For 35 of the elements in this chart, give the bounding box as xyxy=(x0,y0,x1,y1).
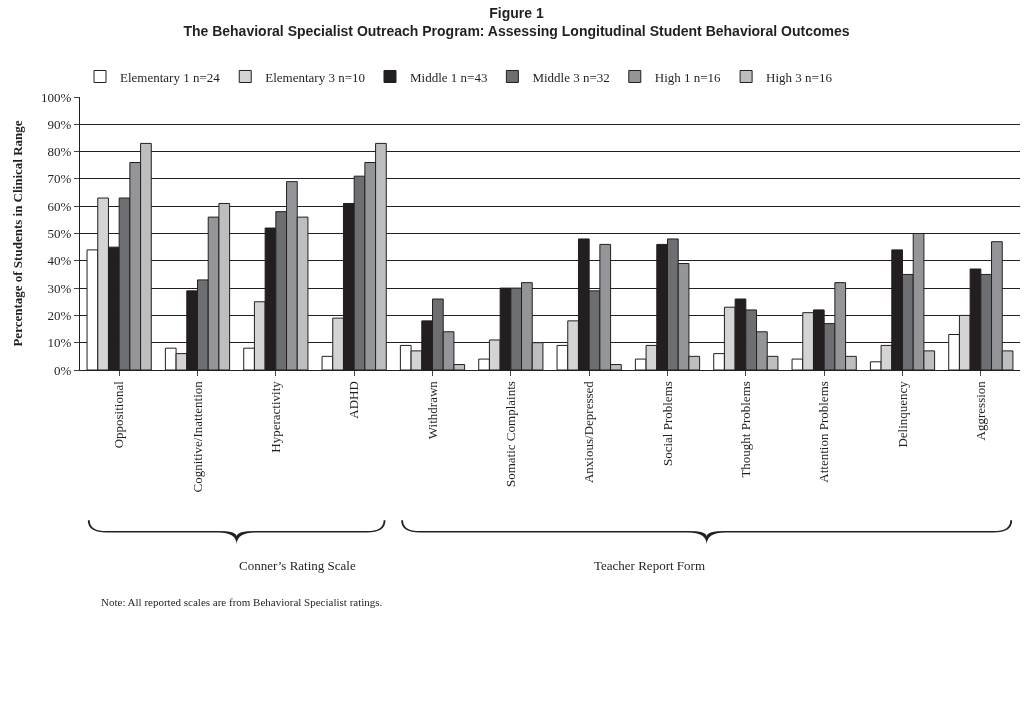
x-tick-label: Withdrawn xyxy=(424,380,440,440)
x-tick-label: Somatic Complaints xyxy=(503,381,519,488)
y-tick-label: 80% xyxy=(47,144,72,160)
x-tick-label: Attention Problems xyxy=(816,381,832,483)
legend-label: High 1 n=16 xyxy=(654,69,722,85)
y-tick-label: 30% xyxy=(47,280,72,296)
x-tick-label: Oppositional xyxy=(111,380,127,449)
x-tick-label: ADHD xyxy=(346,381,362,419)
x-tick-label: Cognitive/Inattention xyxy=(189,380,205,493)
y-tick-label: 60% xyxy=(47,198,72,214)
x-tick-label: Anxious/Depressed xyxy=(581,380,597,484)
x-tick-label: Thought Problems xyxy=(738,381,754,478)
text: Teacher Report Form xyxy=(594,558,705,573)
y-tick-label: 0% xyxy=(54,362,72,378)
y-tick-label: 50% xyxy=(47,226,72,242)
legend-label: Middle 3 n=32 xyxy=(532,69,610,85)
y-tick-label: 90% xyxy=(47,116,72,132)
x-tick-label: Aggression xyxy=(973,380,989,441)
y-tick-label: 100% xyxy=(41,89,72,105)
chart-subtitle: The Behavioral Specialist Outreach Program: Assessing Longitudinal Student Behavioral Outcomes xyxy=(183,22,850,39)
legend-label: High 3 n=16 xyxy=(766,69,833,85)
y-tick-label: 40% xyxy=(47,253,72,269)
text: Conner’s Rating Scale xyxy=(239,558,356,573)
y-tick-label: 70% xyxy=(47,171,72,187)
x-tick-label: Hyperactivity xyxy=(268,380,284,453)
legend-label: Elementary 1 n=24 xyxy=(120,69,221,85)
text: Note: All reported scales are from Behavioral Specialist ratings. xyxy=(101,596,383,608)
chart-title: Figure 1 xyxy=(489,4,544,21)
legend-label: Elementary 3 n=10 xyxy=(265,69,365,85)
legend-label: Middle 1 n=43 xyxy=(410,69,488,85)
x-tick-label: Social Problems xyxy=(659,381,675,467)
y-tick-label: 20% xyxy=(47,307,72,323)
y-tick-label: 10% xyxy=(47,335,72,351)
y-axis-title: Percentage of Students in Clinical Range xyxy=(10,120,26,347)
x-tick-label: Delinquency xyxy=(894,380,910,448)
